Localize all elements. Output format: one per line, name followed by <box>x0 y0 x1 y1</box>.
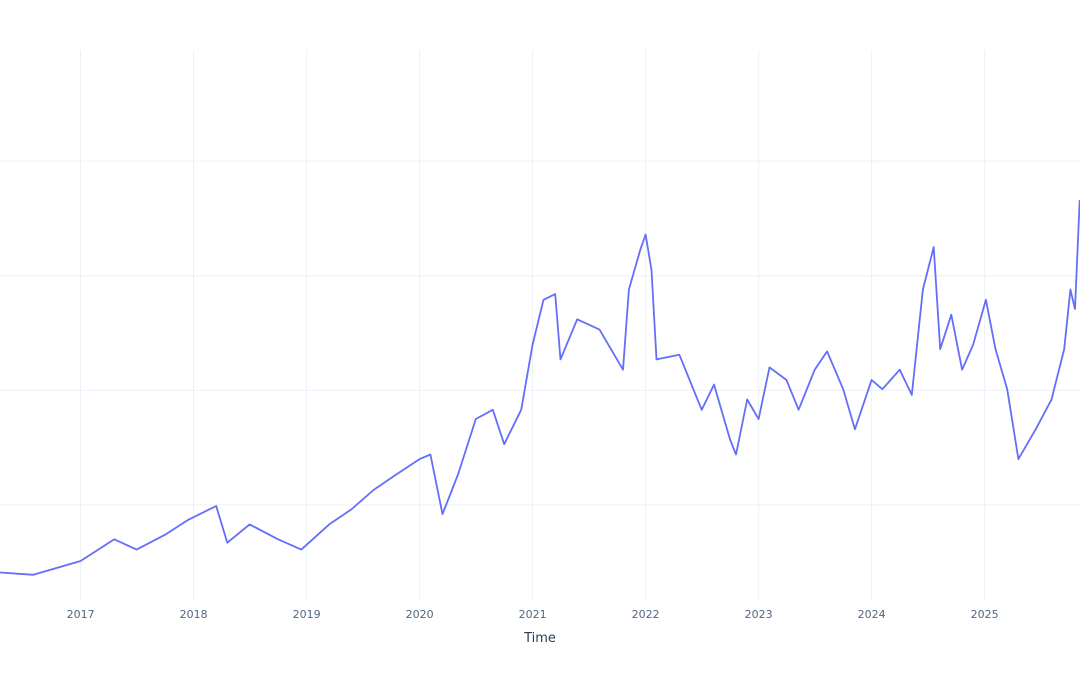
x-axis-label: Time <box>523 631 556 646</box>
series-line <box>0 200 1080 576</box>
x-tick-labels: 2017 2018 2019 2020 2021 2022 2023 2024 2025 <box>67 608 999 621</box>
x-tick-label: 2019 <box>293 608 321 621</box>
x-tick-label: 2023 <box>745 608 773 621</box>
x-tick-label: 2021 <box>519 608 547 621</box>
x-tick-label: 2020 <box>406 608 434 621</box>
x-tick-label: 2024 <box>858 608 886 621</box>
x-tick-label: 2018 <box>180 608 208 621</box>
gridlines <box>0 50 1080 600</box>
x-tick-label: 2025 <box>971 608 999 621</box>
x-tick-label: 2017 <box>67 608 95 621</box>
x-tick-label: 2022 <box>632 608 660 621</box>
